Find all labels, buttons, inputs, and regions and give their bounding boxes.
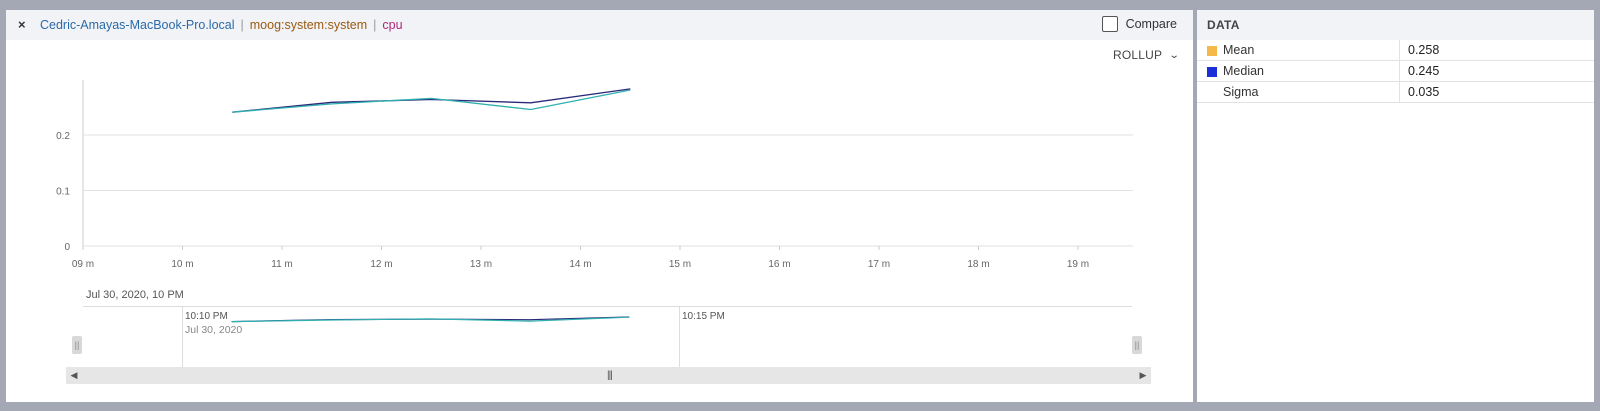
scroll-left-arrow-icon[interactable]: ◀ <box>70 370 78 380</box>
scrollbar-thumb[interactable]: ||| <box>83 367 1134 384</box>
column-divider <box>1399 61 1400 82</box>
x-tick-label: 16 m <box>768 259 790 270</box>
data-row: Sigma 0.035 <box>1197 82 1594 103</box>
close-button[interactable]: × <box>18 17 26 32</box>
navigator-scrollbar[interactable]: ◀ ||| ▶ <box>66 367 1151 384</box>
scroll-right-arrow-icon[interactable]: ▶ <box>1139 370 1147 380</box>
breadcrumb: Cedric-Amayas-MacBook-Pro.local | moog:s… <box>40 18 403 32</box>
series-swatch <box>1207 67 1217 77</box>
navigator-mini-chart <box>231 316 630 323</box>
navigator-divider <box>182 307 183 367</box>
chart-header: × Cedric-Amayas-MacBook-Pro.local | moog… <box>6 10 1193 40</box>
navigator-left-handle[interactable]: || <box>72 336 82 354</box>
chevron-down-icon: ⌄ <box>1168 49 1181 61</box>
breadcrumb-source[interactable]: moog:system:system <box>249 18 368 32</box>
x-tick-label: 18 m <box>967 259 989 270</box>
x-tick-label: 11 m <box>271 259 293 270</box>
y-tick-label: 0 <box>64 242 70 253</box>
x-tick-label: 12 m <box>370 259 392 270</box>
column-divider <box>1399 82 1400 103</box>
x-tick-label: 13 m <box>470 259 492 270</box>
rollup-label: ROLLUP <box>1113 48 1163 62</box>
data-row-name: Sigma <box>1223 85 1259 99</box>
data-row: Mean 0.258 <box>1197 40 1594 61</box>
series-swatch <box>1207 46 1217 56</box>
data-panel-title: DATA <box>1197 10 1594 40</box>
y-tick-label: 0.2 <box>56 131 70 142</box>
line-chart[interactable]: 0 0.1 0.2 09 m 10 m 11 m 12 m 13 m 14 m 15 m 16 m 1… <box>6 10 1193 402</box>
navigator-divider <box>679 307 680 367</box>
data-row-value: 0.258 <box>1408 43 1440 57</box>
x-tick-label: 10 m <box>171 259 193 270</box>
breadcrumb-metric[interactable]: cpu <box>382 18 403 32</box>
data-row-name: Mean <box>1223 43 1255 57</box>
navigator-time-label: 10:10 PM <box>185 311 228 322</box>
rollup-dropdown[interactable]: ROLLUP ⌄ <box>1113 48 1181 62</box>
x-tick-label: 15 m <box>669 259 691 270</box>
compare-label: Compare <box>1125 17 1177 31</box>
scroll-grip-icon[interactable]: ||| <box>607 370 613 381</box>
breadcrumb-separator: | <box>240 18 244 32</box>
series-line <box>232 88 631 113</box>
data-row-value: 0.035 <box>1408 85 1440 99</box>
x-tick-label: 14 m <box>569 259 591 270</box>
data-row: Median 0.245 <box>1197 61 1594 82</box>
chart-panel: × Cedric-Amayas-MacBook-Pro.local | moog… <box>6 10 1193 402</box>
time-navigator[interactable]: 10:10 PM Jul 30, 2020 10:15 PM <box>83 306 1132 367</box>
column-divider <box>1399 40 1400 61</box>
data-panel: DATA Mean 0.258 Median 0.245 Sigma 0.035 <box>1197 10 1594 402</box>
x-tick-label: 09 m <box>72 259 94 270</box>
data-row-value: 0.245 <box>1408 64 1440 78</box>
series-line <box>232 89 631 113</box>
data-table: Mean 0.258 Median 0.245 Sigma 0.035 <box>1197 40 1594 103</box>
breadcrumb-host[interactable]: Cedric-Amayas-MacBook-Pro.local <box>40 18 235 32</box>
y-tick-label: 0.1 <box>56 187 70 198</box>
x-tick-label: 17 m <box>868 259 890 270</box>
compare-toggle[interactable]: Compare <box>1101 16 1177 32</box>
chart-date-label: Jul 30, 2020, 10 PM <box>86 289 184 301</box>
breadcrumb-separator: | <box>373 18 377 32</box>
compare-checkbox[interactable] <box>1101 16 1118 32</box>
navigator-right-handle[interactable]: || <box>1132 336 1142 354</box>
navigator-date-label: Jul 30, 2020 <box>185 324 243 336</box>
navigator-time-label: 10:15 PM <box>682 311 725 322</box>
data-row-name: Median <box>1223 64 1264 78</box>
navigator-series-line <box>231 316 630 323</box>
x-tick-label: 19 m <box>1067 259 1089 270</box>
